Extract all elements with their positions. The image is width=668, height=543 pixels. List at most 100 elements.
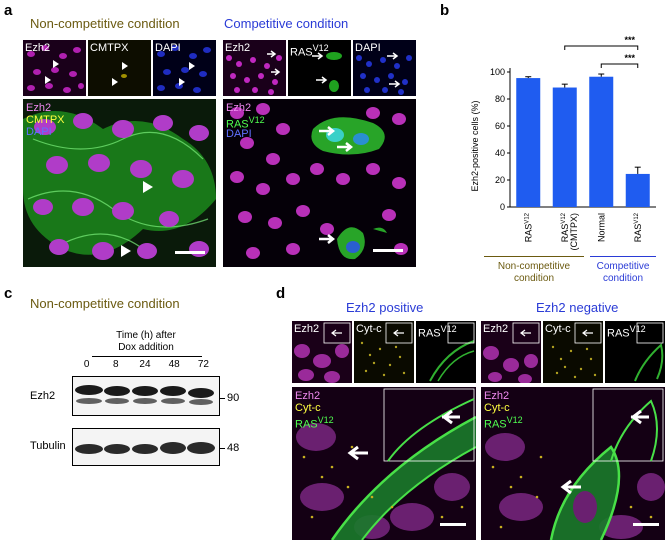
a-small-comp-label-dapi: DAPI [355, 42, 381, 54]
c-mw-90: 90 [227, 392, 240, 404]
bar-chart-category-sublabel: (CMTPX) [569, 213, 579, 251]
a-small-label-ezh2: Ezh2 [25, 42, 51, 54]
d-pos-merge-label-cytc: Cyt-c [295, 402, 321, 414]
bar-chart-significance-label: *** [624, 53, 635, 63]
d-pos-small-ras: RASV12 [416, 321, 476, 383]
d-pos-small-ezh2: Ezh2 [292, 321, 352, 383]
a-small-cmtpx-spots [112, 62, 128, 86]
a-merge-comp-image: Ezh2 RASV12 DAPI [223, 99, 416, 267]
bar-chart-y-tick-label: 60 [495, 121, 505, 131]
d-pos-merge-cells [296, 388, 476, 540]
c-time-point: 72 [197, 359, 209, 370]
c-blot-tubulin-bands [75, 442, 215, 454]
a-merge-comp-cells [230, 103, 408, 260]
a-merge-noncomp-scalebar [175, 251, 205, 254]
a-merge-comp-scalebar [373, 249, 403, 252]
bar-chart-y-tick-label: 80 [495, 94, 505, 104]
c-time-point: 24 [139, 359, 151, 370]
d-pos-small-label-ezh2: Ezh2 [294, 323, 320, 335]
a-small-cmtpx-image: CMTPX [88, 40, 151, 96]
panel-d-letter: d [276, 285, 286, 302]
d-neg-small-label-cytc: Cyt-c [545, 323, 571, 335]
d-pos-merge-label-ezh2: Ezh2 [295, 390, 321, 402]
d-neg-small-cytc-dots [551, 322, 602, 379]
d-pos-small-label-cytc: Cyt-c [356, 323, 382, 335]
c-time-point: 8 [113, 359, 119, 370]
c-mw-tick-90 [219, 398, 225, 399]
a-merge-noncomp-cells [23, 111, 216, 260]
bar-chart-ylabel: Ezh2-positive cells (%) [470, 100, 480, 191]
c-time-points: 0 8 24 48 72 [72, 359, 222, 373]
c-time-point: 48 [168, 359, 180, 370]
a-merge-noncomp-image: Ezh2 CMTPX DAPI [23, 99, 216, 267]
panel-d-neg-title: Ezh2 negative [536, 300, 619, 315]
a-merge-noncomp-label-ezh2: Ezh2 [26, 102, 52, 114]
c-time-header: Time (h) after Dox addition [116, 330, 176, 353]
bar-chart-category-label: RASV12 [633, 212, 643, 242]
bar-chart-category-label: RASV12 [560, 212, 570, 242]
b-group-line-noncomp [484, 256, 584, 257]
a-merge-comp-label-ezh2: Ezh2 [226, 102, 252, 114]
bar-chart: Ezh2-positive cells (%) 0 20 40 60 80 100 RAS… [470, 35, 656, 251]
a-small-comp-dapi-nuclei [356, 52, 412, 95]
a-small-dapi-nuclei [157, 45, 211, 93]
bar-chart-significance-bracket [564, 45, 639, 50]
panel-a-comp-title: Competitive condition [224, 16, 349, 31]
a-small-label-dapi: DAPI [155, 42, 181, 54]
d-neg-small-cytc: Cyt-c [543, 321, 603, 383]
a-small-label-cmtpx: CMTPX [90, 42, 129, 54]
d-neg-merge-label-cytc: Cyt-c [484, 402, 510, 414]
c-band-label-ezh2: Ezh2 [30, 390, 56, 402]
d-pos-small-cytc: Cyt-c [354, 321, 414, 383]
d-neg-small-label-ezh2: Ezh2 [483, 323, 509, 335]
d-neg-merge-label-ezh2: Ezh2 [484, 390, 510, 402]
panel-b-letter: b [440, 2, 450, 19]
bar-chart-bar [589, 76, 614, 207]
bar-chart-significance-bracket [600, 63, 639, 68]
a-small-comp-dapi-image: DAPI [353, 40, 416, 96]
d-neg-small-label-ras: RASV12 [607, 324, 646, 340]
a-merge-comp-label-dapi: DAPI [226, 128, 252, 140]
c-blot-ezh2 [72, 376, 220, 416]
panel-a-letter: a [4, 2, 13, 19]
c-band-label-tubulin: Tubulin [30, 440, 66, 452]
b-group-line-comp [590, 256, 656, 257]
a-merge-comp-label-ras: RASV12 [226, 115, 265, 131]
c-time-underline [92, 356, 202, 357]
a-small-comp-ezh2-nuclei [226, 50, 282, 95]
a-small-ezh2-nuclei [27, 45, 84, 93]
a-small-comp-ras-image: RASV12 [288, 40, 351, 96]
d-pos-merge-scalebar [440, 523, 466, 526]
c-blot-tubulin [72, 428, 220, 466]
d-neg-small-ezh2-nuclei [483, 322, 540, 383]
bar-chart-bar [625, 173, 650, 207]
panel-c-letter: c [4, 285, 13, 302]
c-mw-48: 48 [227, 442, 240, 454]
bar-chart-category-label: Normal [596, 213, 606, 242]
b-group-comp: Competitive condition [596, 261, 650, 284]
a-small-comp-ezh2-image: Ezh2 [223, 40, 286, 96]
c-blot-ezh2-bands [75, 385, 214, 405]
d-neg-small-ras-cell [634, 322, 664, 382]
d-pos-small-label-ras: RASV12 [418, 324, 457, 340]
a-merge-noncomp-label-dapi: DAPI [26, 126, 52, 138]
d-neg-merge-scalebar [633, 523, 659, 526]
bar-chart-y-tick-label: 0 [500, 202, 505, 212]
bar-chart-y-tick-label: 20 [495, 175, 505, 185]
panel-a-noncomp-title: Non-competitive condition [30, 16, 180, 31]
a-small-comp-label-ras: RASV12 [290, 43, 329, 59]
a-merge-noncomp-label-cmtpx: CMTPX [26, 114, 65, 126]
d-pos-merge-image: Ezh2 Cyt-c RASV12 [292, 387, 476, 540]
d-neg-merge-cells [485, 388, 665, 540]
bar-chart-y-tick-label: 100 [490, 67, 505, 77]
c-mw-tick-48 [219, 448, 225, 449]
b-group-noncomp: Non-competitive condition [497, 261, 571, 284]
bar-chart-bar [552, 87, 577, 207]
d-neg-small-ras: RASV12 [605, 321, 665, 383]
bar-chart-category-label: RASV12 [523, 212, 533, 242]
a-small-comp-ras-cells [312, 52, 342, 92]
d-pos-small-ras-cell [429, 322, 475, 382]
bar-chart-y-tick-label: 40 [495, 148, 505, 158]
panel-c-title: Non-competitive condition [30, 296, 180, 311]
